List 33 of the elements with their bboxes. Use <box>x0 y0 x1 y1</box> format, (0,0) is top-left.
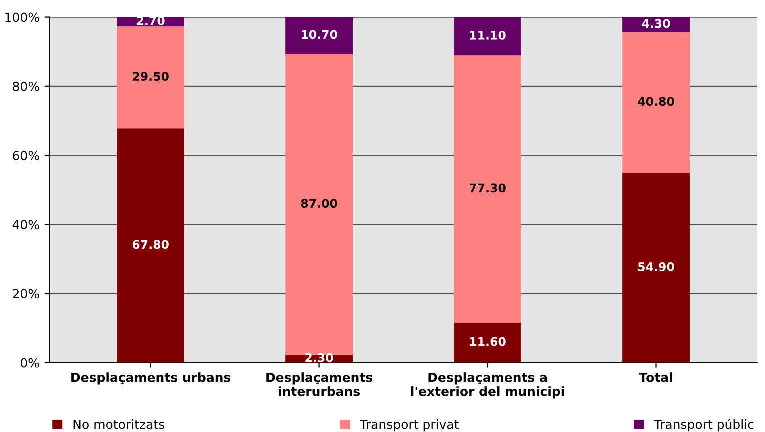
data-label: 87.00 <box>301 199 338 208</box>
y-tick-label: 20% <box>13 289 40 299</box>
bar <box>622 32 690 174</box>
data-label: 2.30 <box>306 353 334 362</box>
data-label: 10.70 <box>302 30 338 40</box>
data-label: 77.30 <box>470 184 506 193</box>
bar <box>117 128 185 363</box>
data-label: 11.60 <box>470 337 506 346</box>
x-tick-label: Desplaçaments interurbans <box>266 372 373 396</box>
legend-label: No motoritzats <box>74 420 164 430</box>
bar <box>454 56 522 323</box>
bar <box>454 17 522 56</box>
data-label: 4.30 <box>642 19 670 28</box>
bar <box>286 54 353 355</box>
data-label: 29.50 <box>133 72 169 82</box>
y-tick-label: 0% <box>20 358 40 368</box>
legend-label: Transport privat <box>360 420 459 432</box>
bar <box>286 17 353 54</box>
bar <box>622 173 690 363</box>
x-tick-label: Total <box>639 372 672 382</box>
bar <box>117 26 185 129</box>
data-label: 67.80 <box>132 240 169 250</box>
bar <box>454 322 522 363</box>
y-tick-label: 60% <box>13 150 40 160</box>
legend-label: Transport públic <box>654 419 754 432</box>
data-label: 11.10 <box>470 30 506 40</box>
data-label: 40.80 <box>638 97 674 106</box>
x-tick-label: Desplaçaments a l'exterior del municipi <box>411 372 564 399</box>
data-label: 54.90 <box>638 262 674 272</box>
y-tick-label: 100% <box>6 12 40 22</box>
y-tick-label: 40% <box>12 220 40 230</box>
x-tick-label: Desplaçaments urbans <box>72 372 231 385</box>
y-tick-label: 80% <box>13 82 40 92</box>
